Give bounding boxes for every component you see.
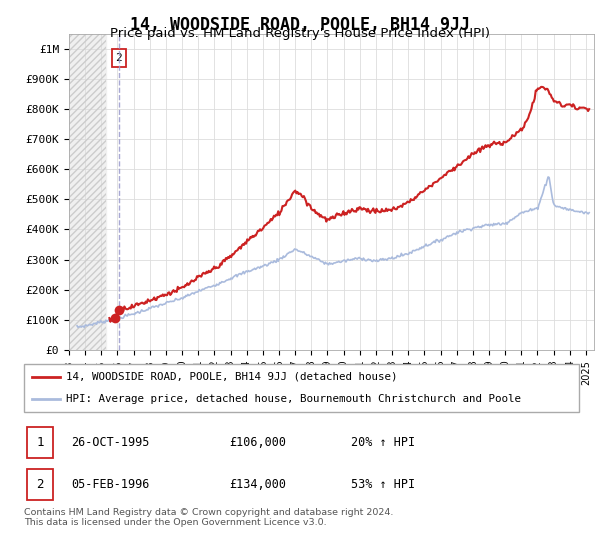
Bar: [69, 34, 106, 350]
Bar: [69, 34, 106, 350]
FancyBboxPatch shape: [27, 427, 53, 458]
Text: 26-OCT-1995: 26-OCT-1995: [71, 436, 149, 449]
Text: 14, WOODSIDE ROAD, POOLE, BH14 9JJ: 14, WOODSIDE ROAD, POOLE, BH14 9JJ: [130, 16, 470, 34]
Text: 2: 2: [37, 478, 44, 491]
Text: Contains HM Land Registry data © Crown copyright and database right 2024.
This d: Contains HM Land Registry data © Crown c…: [24, 508, 394, 528]
Text: 53% ↑ HPI: 53% ↑ HPI: [352, 478, 416, 491]
Text: 05-FEB-1996: 05-FEB-1996: [71, 478, 149, 491]
Text: Price paid vs. HM Land Registry's House Price Index (HPI): Price paid vs. HM Land Registry's House …: [110, 27, 490, 40]
Text: 20% ↑ HPI: 20% ↑ HPI: [352, 436, 416, 449]
Text: 2: 2: [116, 53, 122, 63]
Text: HPI: Average price, detached house, Bournemouth Christchurch and Poole: HPI: Average price, detached house, Bour…: [65, 394, 521, 404]
Text: £134,000: £134,000: [229, 478, 286, 491]
Text: 14, WOODSIDE ROAD, POOLE, BH14 9JJ (detached house): 14, WOODSIDE ROAD, POOLE, BH14 9JJ (deta…: [65, 372, 397, 382]
Text: £106,000: £106,000: [229, 436, 286, 449]
Text: 1: 1: [37, 436, 44, 449]
FancyBboxPatch shape: [27, 469, 53, 500]
